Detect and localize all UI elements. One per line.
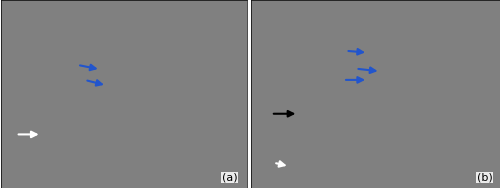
Text: (b): (b) <box>477 172 492 182</box>
Text: (a): (a) <box>222 172 237 182</box>
